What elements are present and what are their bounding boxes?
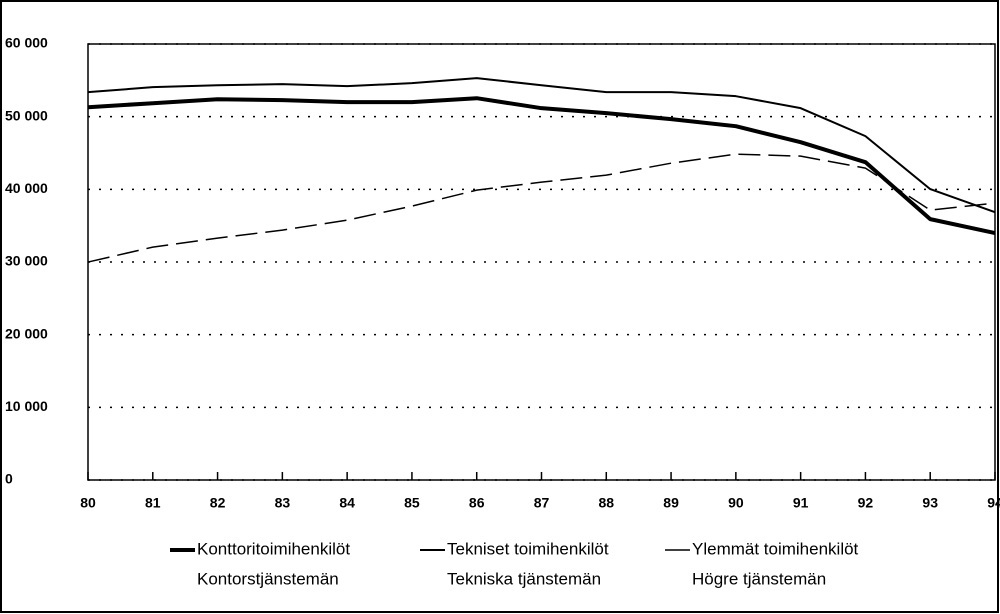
y-tick-label: 50 000 xyxy=(5,107,48,123)
y-tick-label: 0 xyxy=(5,471,13,487)
x-tick-label: 82 xyxy=(210,495,226,511)
y-tick-label: 40 000 xyxy=(5,180,48,196)
x-tick-label: 93 xyxy=(922,495,938,511)
y-tick-label: 30 000 xyxy=(5,253,48,269)
series-line xyxy=(87,77,996,214)
legend-sublabel: Tekniska tjänstemän xyxy=(447,569,601,588)
x-tick-label: 87 xyxy=(534,495,550,511)
x-tick-label: 92 xyxy=(858,495,874,511)
y-tick-label: 20 000 xyxy=(5,325,48,341)
y-tick-label: 10 000 xyxy=(5,398,48,414)
y-tick-label: 60 000 xyxy=(5,35,48,51)
legend-label: Tekniset toimihenkilöt xyxy=(447,539,609,558)
x-tick-label: 84 xyxy=(339,495,355,511)
x-tick-label: 94 xyxy=(987,495,1000,511)
legend-sublabel: Kontorstjänstemän xyxy=(197,569,339,588)
x-tick-label: 83 xyxy=(275,495,291,511)
x-tick-label: 90 xyxy=(728,495,744,511)
x-tick-label: 89 xyxy=(663,495,679,511)
x-tick-label: 86 xyxy=(469,495,485,511)
series-line xyxy=(87,96,996,236)
legend-sublabel: Högre tjänstemän xyxy=(692,569,826,588)
legend-label: Konttoritoimihenkilöt xyxy=(197,539,350,558)
x-tick-label: 91 xyxy=(793,495,809,511)
legend-label: Ylemmät toimihenkilöt xyxy=(692,539,859,558)
x-tick-label: 81 xyxy=(145,495,161,511)
x-tick-label: 80 xyxy=(80,495,96,511)
series-line xyxy=(87,153,996,263)
x-tick-label: 85 xyxy=(404,495,420,511)
x-tick-label: 88 xyxy=(598,495,614,511)
